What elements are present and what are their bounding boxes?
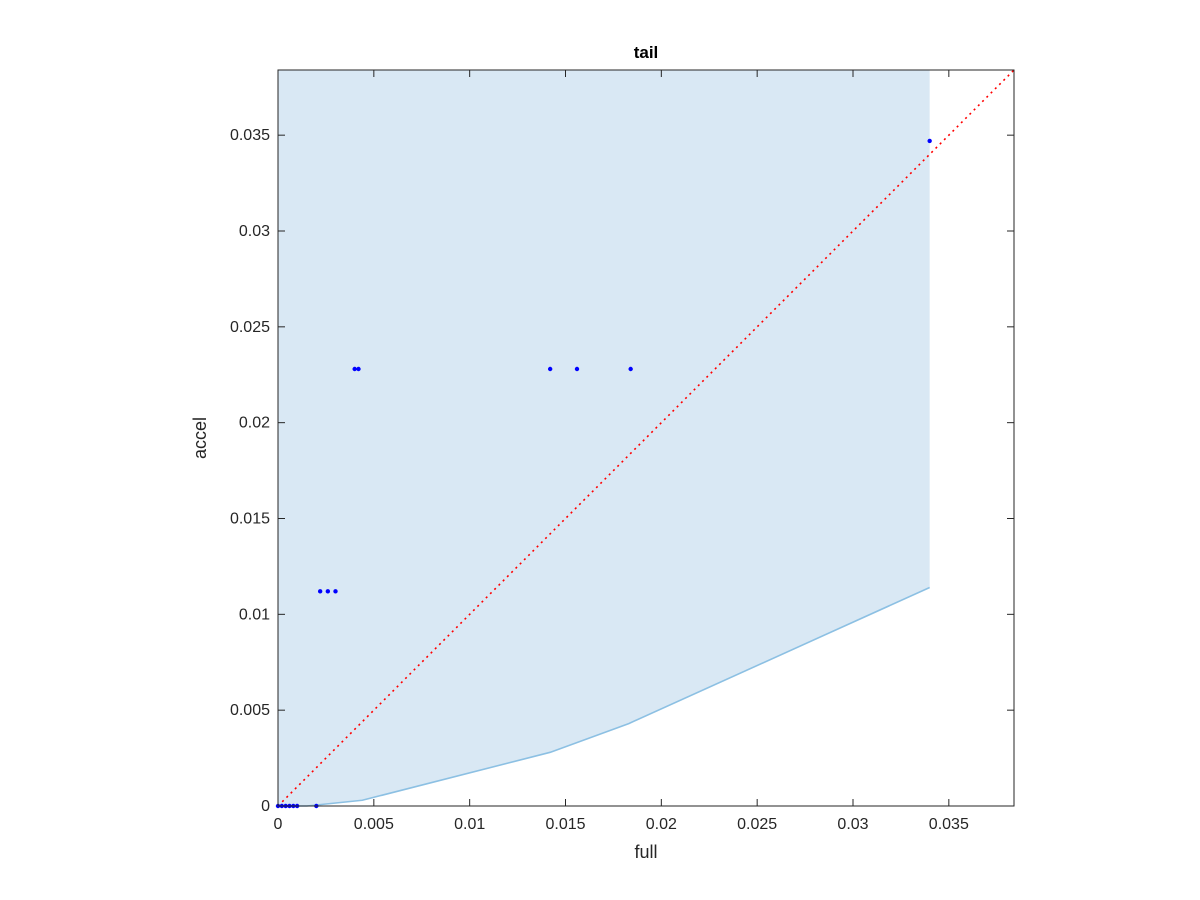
x-tick-label-5: 0.025	[737, 816, 777, 833]
axes-frame	[277, 69, 1015, 807]
data-point-2	[356, 366, 361, 372]
axis-ticks: 0 0.005 0.01 0.015 0.02 0.025 0.03 0.035 0 0.005 0…	[230, 70, 1014, 833]
x-tick-label-2: 0.01	[454, 816, 485, 833]
data-point-3	[547, 366, 553, 372]
x-tick-label-0: 0	[274, 816, 283, 833]
y-tick-label-4: 0.02	[239, 415, 270, 432]
x-tick-label-3: 0.015	[545, 816, 585, 833]
y-tick-label-5: 0.025	[230, 319, 270, 336]
data-point-6	[317, 589, 323, 594]
y-axis-label: accel	[190, 417, 210, 459]
x-tick-label-1: 0.005	[354, 816, 394, 833]
plot-area	[275, 69, 1015, 809]
y-tick-label-6: 0.03	[239, 223, 270, 240]
y-tick-label-1: 0.005	[230, 702, 270, 719]
y-tick-label-0: 0	[261, 798, 270, 815]
x-tick-label-4: 0.02	[646, 816, 677, 833]
shaded-band	[278, 70, 930, 806]
y-tick-label-7: 0.035	[230, 127, 270, 144]
x-axis-label: full	[634, 842, 657, 862]
y-tick-label-2: 0.01	[239, 606, 270, 623]
x-tick-label-7: 0.035	[929, 816, 969, 833]
data-point-5	[628, 366, 633, 372]
chart-title: tail	[634, 43, 659, 62]
data-point-1	[352, 366, 357, 372]
x-tick-label-6: 0.03	[837, 816, 868, 833]
y-tick-label-3: 0.015	[230, 511, 270, 528]
data-point-8	[333, 589, 338, 594]
data-point-4	[574, 366, 580, 372]
data-point-0	[927, 138, 932, 144]
data-point-7	[325, 589, 331, 594]
